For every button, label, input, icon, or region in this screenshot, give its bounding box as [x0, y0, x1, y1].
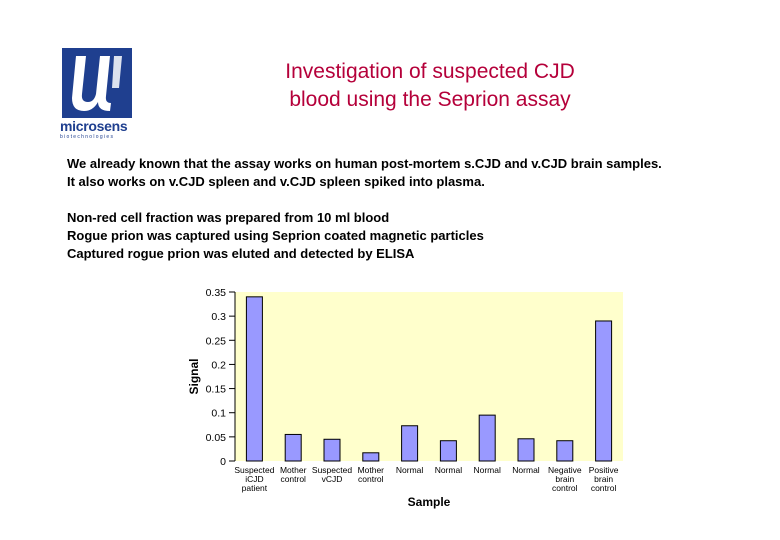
- bar: [245, 296, 263, 462]
- method-line-3: Captured rogue prion was eluted and dete…: [67, 246, 415, 261]
- microsens-logo-icon: [62, 48, 132, 118]
- x-tick-label: Negative brain control: [548, 465, 582, 493]
- x-tick-label: Mother control: [358, 465, 385, 484]
- intro-line-2: It also works on v.CJD spleen and v.CJD …: [67, 174, 485, 189]
- bar: [478, 414, 496, 462]
- bar: [401, 425, 419, 462]
- x-axis-label: Sample: [408, 495, 451, 509]
- bar: [284, 433, 302, 462]
- bar: [595, 320, 613, 462]
- method-line-1: Non-red cell fraction was prepared from …: [67, 210, 390, 225]
- y-axis-label: Signal: [187, 358, 201, 394]
- method-paragraph: Non-red cell fraction was prepared from …: [67, 209, 484, 263]
- x-tick-label: Normal: [473, 465, 501, 475]
- y-tick-label: 0.2: [211, 359, 226, 371]
- x-tick-label: Suspected iCJD patient: [234, 465, 274, 493]
- bar: [362, 452, 380, 462]
- bars: [245, 296, 613, 462]
- y-tick-label: 0.05: [206, 432, 227, 444]
- bar: [439, 440, 457, 462]
- y-tick-label: 0.15: [206, 384, 227, 396]
- page-title: Investigation of suspected CJD blood usi…: [200, 58, 660, 114]
- bar: [323, 438, 341, 462]
- x-tick-label: Normal: [512, 465, 540, 475]
- title-line-1: Investigation of suspected CJD: [285, 60, 575, 83]
- x-tick-label: Mother control: [280, 465, 307, 484]
- x-tick-label: Positive brain control: [589, 465, 619, 493]
- method-line-2: Rogue prion was captured using Seprion c…: [67, 228, 484, 243]
- bar: [517, 438, 535, 462]
- y-tick-label: 0.1: [211, 408, 226, 420]
- title-line-2: blood using the Seprion assay: [289, 88, 571, 111]
- x-tick-label: Normal: [396, 465, 424, 475]
- intro-paragraph: We already known that the assay works on…: [67, 155, 662, 191]
- y-tick-label: 0: [220, 456, 226, 468]
- logo-subtext: biotechnologies: [60, 134, 115, 140]
- x-tick-label: Suspected vCJD: [312, 465, 352, 484]
- plot-area: [235, 292, 623, 461]
- y-axis: 0 0.05 0.1 0.15 0.2 0.25 0.3 0.35: [206, 287, 236, 468]
- logo-wordmark: microsens: [60, 118, 128, 134]
- y-tick-label: 0.25: [206, 335, 227, 347]
- x-axis-labels: Suspected iCJD patient Mother control Suspect…: [234, 465, 618, 493]
- microsens-logo: microsens biotechnologies: [60, 48, 136, 140]
- intro-line-1: We already known that the assay works on…: [67, 156, 662, 171]
- bar: [556, 440, 574, 462]
- x-tick-label: Normal: [435, 465, 463, 475]
- y-tick-label: 0.35: [206, 287, 227, 299]
- y-tick-label: 0.3: [211, 311, 226, 323]
